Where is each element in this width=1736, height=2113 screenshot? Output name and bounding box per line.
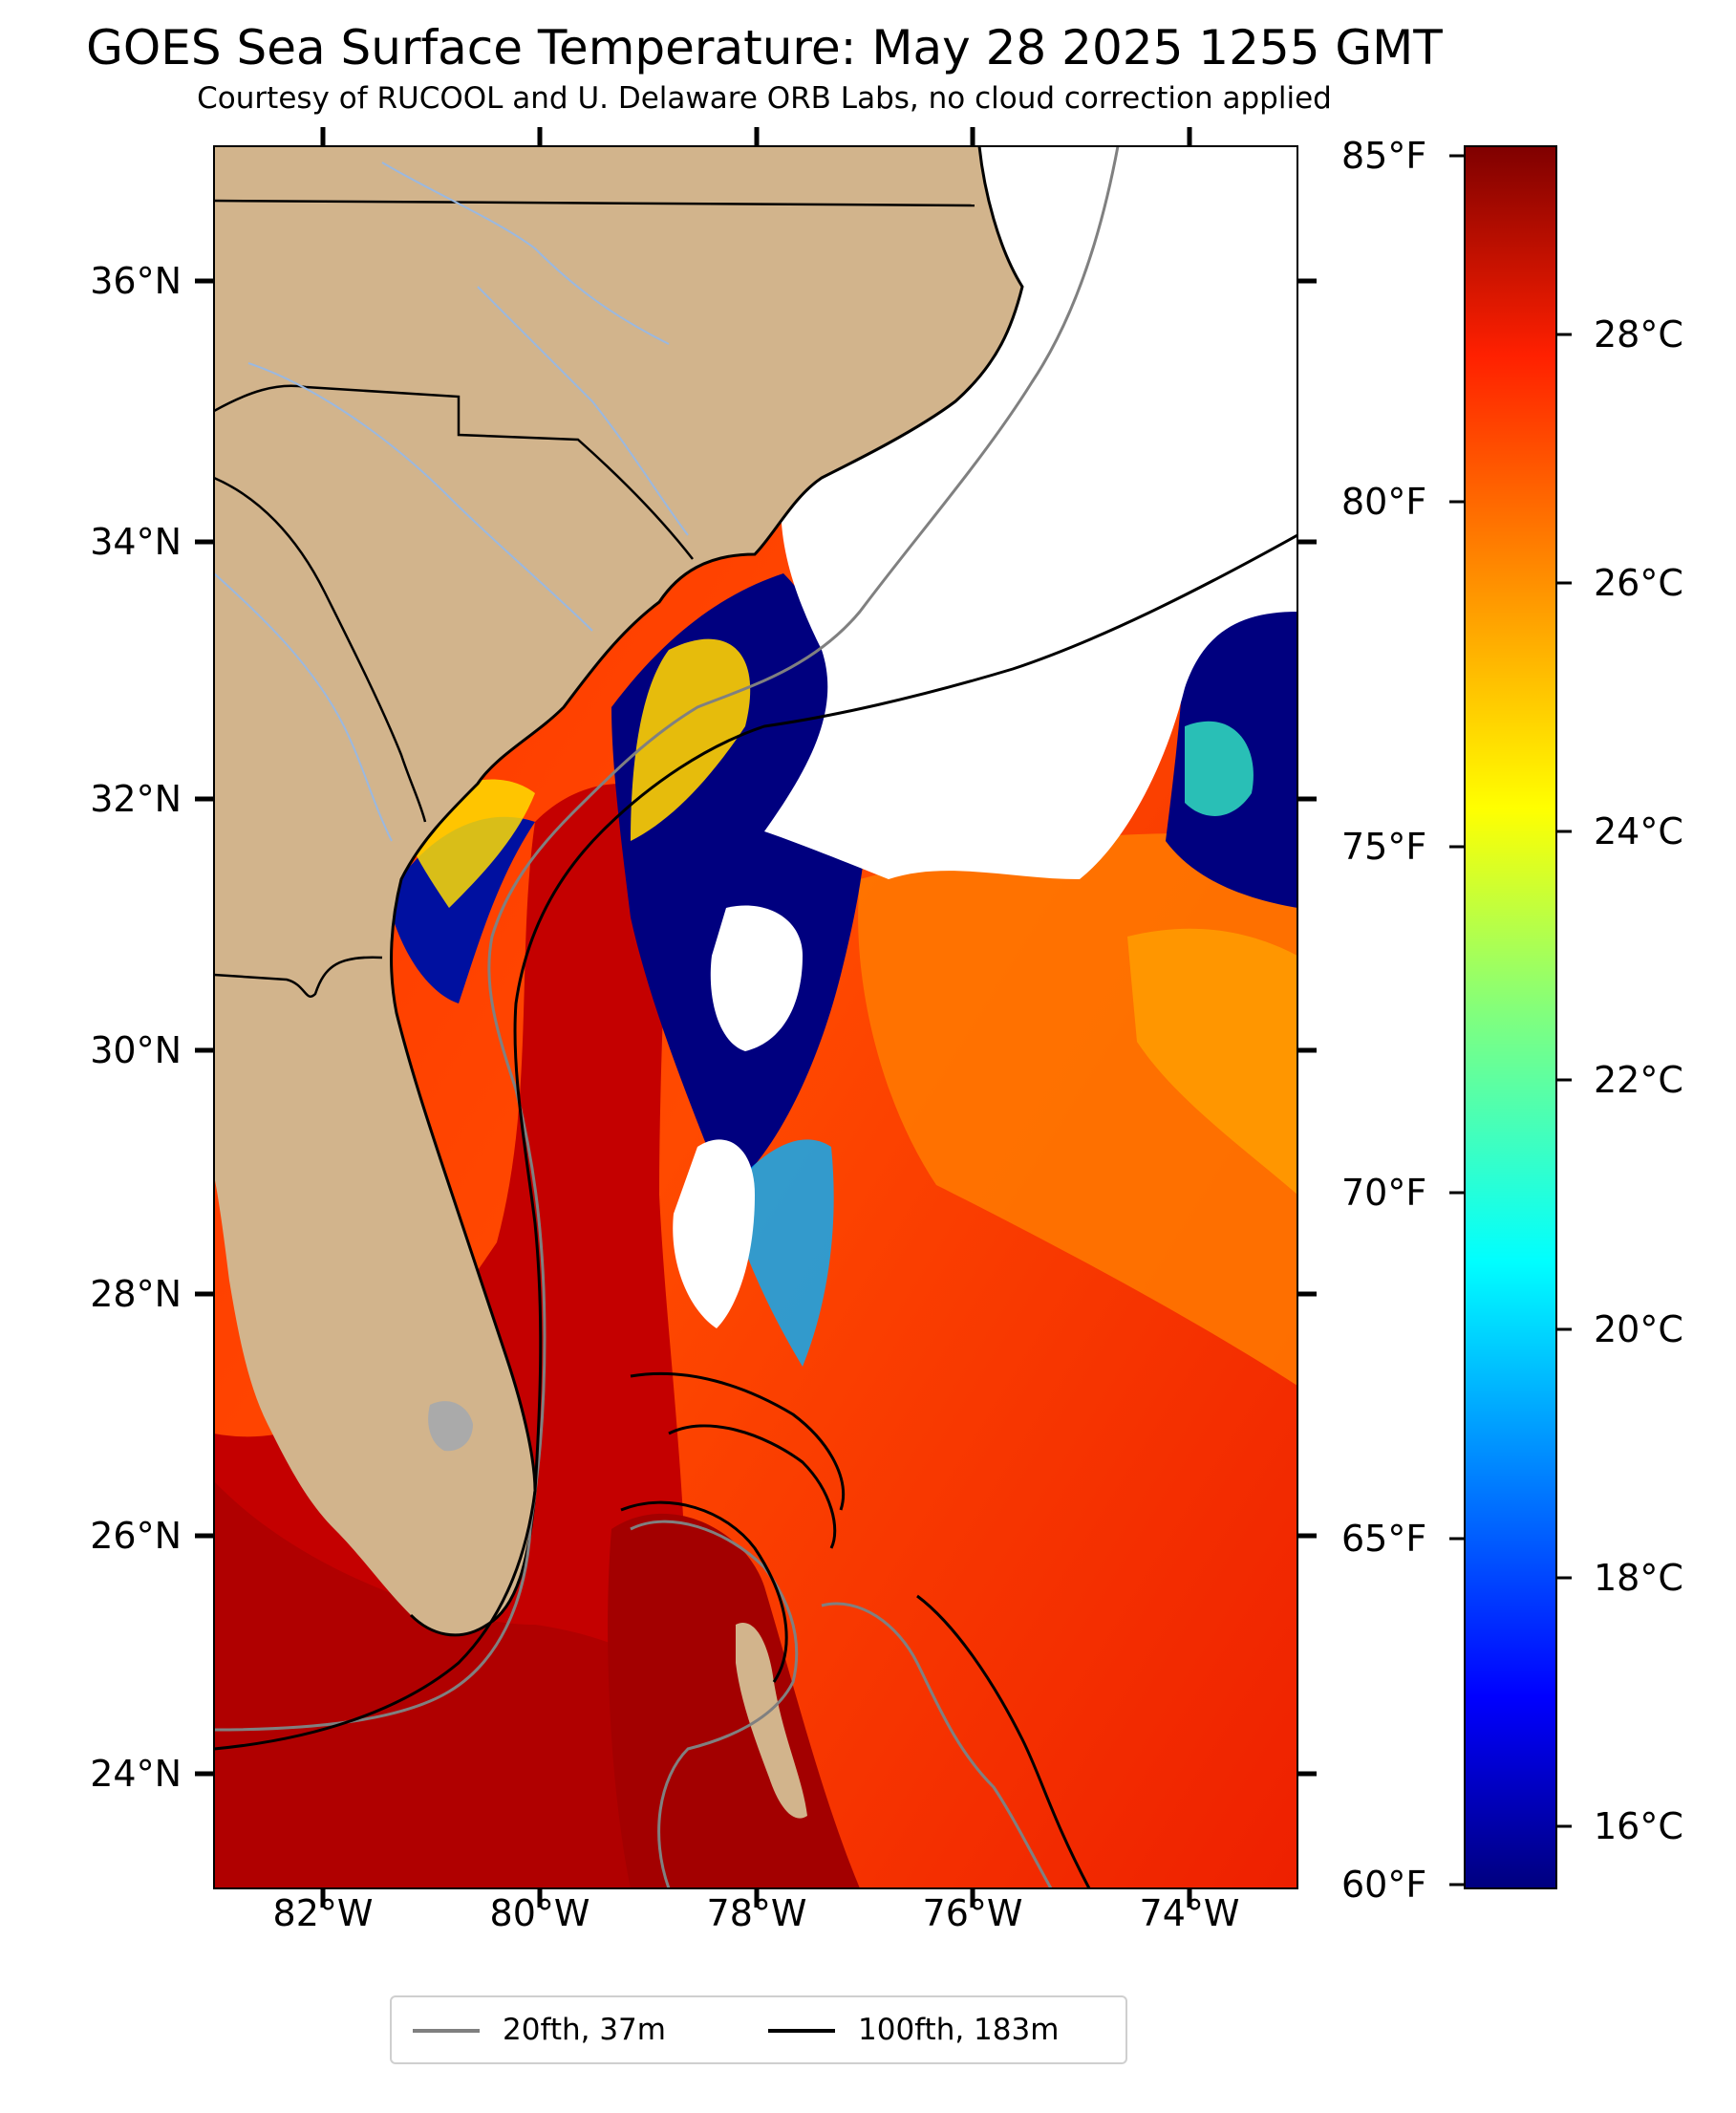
- warm-patch-orange: [1127, 928, 1297, 1195]
- colorbar-label-65f: 65°F: [1341, 1518, 1427, 1560]
- colorbar-label-26c: 26°C: [1594, 562, 1683, 604]
- river-1: [381, 162, 670, 345]
- lon-ticks: [320, 127, 1192, 1908]
- colorbar-label-20c: 20°C: [1594, 1308, 1683, 1350]
- river-3: [214, 572, 393, 842]
- map-subtitle: Courtesy of RUCOOL and U. Delaware ORB L…: [197, 81, 1332, 116]
- coastline: [390, 146, 1024, 1637]
- colorbar-label-75f: 75°F: [1341, 826, 1427, 868]
- colorbar-label-22c: 22°C: [1594, 1059, 1683, 1101]
- lon-label-80w: 80°W: [489, 1892, 590, 1934]
- colorbar-label-24c: 24°C: [1594, 810, 1683, 852]
- lat-label-24n: 24°N: [90, 1753, 182, 1795]
- cyan-edge-east: [1185, 721, 1254, 816]
- lake-okeechobee: [428, 1401, 473, 1452]
- border-ga-fl: [214, 956, 383, 998]
- isobath-20fth-bank: [630, 1520, 799, 1888]
- border-va-nc: [214, 199, 975, 207]
- colorbar-label-18c: 18°C: [1594, 1557, 1683, 1599]
- border-sc-ga: [214, 476, 427, 823]
- legend-swatch-100fth: [768, 2029, 835, 2033]
- border-nc-sc: [214, 384, 694, 560]
- legend-swatch-20fth: [413, 2029, 480, 2033]
- legend-label-20fth: 20fth, 37m: [503, 2013, 666, 2047]
- isobath-100fth-bank: [620, 1371, 846, 1683]
- lat-label-34n: 34°N: [90, 521, 182, 563]
- colorbar-label-85f: 85°F: [1341, 135, 1427, 177]
- lat-label-36n: 36°N: [90, 260, 182, 302]
- river-2: [247, 362, 593, 632]
- isobath-20fth-bank-2: [821, 1602, 1053, 1888]
- isobath-100fth: [214, 533, 1297, 1751]
- isobath-legend: 20fth, 37m 100fth, 183m: [390, 1995, 1127, 2064]
- river-4: [477, 286, 689, 536]
- cool-transition: [631, 638, 751, 841]
- colorbar-ticks: [1449, 154, 1572, 1887]
- lat-label-30n: 30°N: [90, 1029, 182, 1071]
- lat-label-28n: 28°N: [90, 1273, 182, 1315]
- colorbar: [1464, 145, 1557, 1889]
- isobath-20fth: [214, 146, 1120, 1732]
- lon-label-78w: 78°W: [706, 1892, 807, 1934]
- lon-label-74w: 74°W: [1139, 1892, 1240, 1934]
- colorbar-label-70f: 70°F: [1341, 1172, 1427, 1214]
- land-andros-island: [736, 1623, 807, 1819]
- lon-label-76w: 76°W: [922, 1892, 1023, 1934]
- colorbar-label-28c: 28°C: [1594, 313, 1683, 356]
- lat-ticks: [195, 278, 1317, 1777]
- map-title: GOES Sea Surface Temperature: May 28 202…: [86, 20, 1443, 75]
- lon-label-82w: 82°W: [272, 1892, 374, 1934]
- colorbar-label-60f: 60°F: [1341, 1864, 1427, 1906]
- bahamas-coast: [668, 1424, 1091, 1888]
- colorbar-label-80f: 80°F: [1341, 481, 1427, 523]
- colorbar-label-16c: 16°C: [1594, 1805, 1683, 1847]
- land-mainland: [214, 146, 1022, 1635]
- cloud-no-data-central: [710, 905, 803, 1051]
- legend-label-100fth: 100fth, 183m: [858, 2013, 1060, 2047]
- lat-label-32n: 32°N: [90, 778, 182, 820]
- lat-label-26n: 26°N: [90, 1515, 182, 1557]
- cloud-no-data-south: [673, 1139, 755, 1328]
